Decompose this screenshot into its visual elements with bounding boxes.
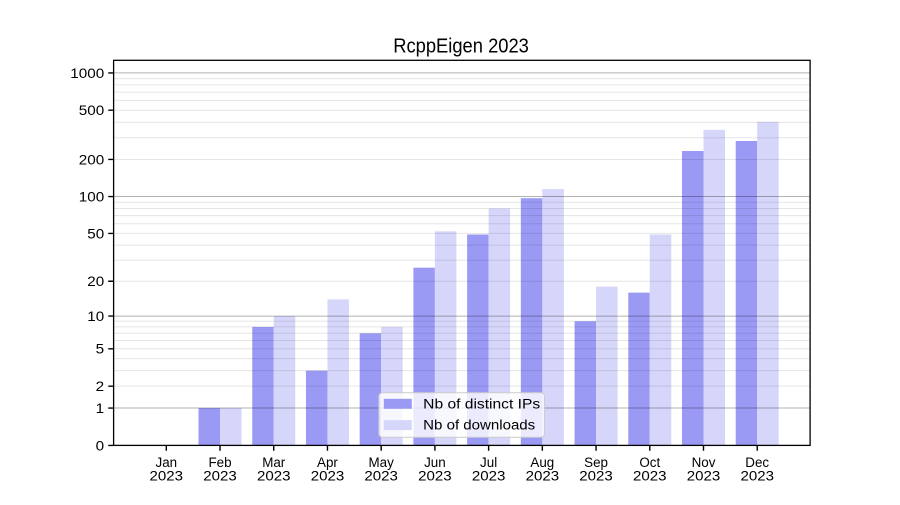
svg-text:10: 10 <box>87 309 104 324</box>
svg-text:2023: 2023 <box>257 468 291 483</box>
svg-text:Nb of distinct IPs: Nb of distinct IPs <box>423 396 540 411</box>
svg-text:2023: 2023 <box>740 468 774 483</box>
svg-text:Dec: Dec <box>745 455 769 470</box>
svg-text:2: 2 <box>96 379 105 394</box>
svg-text:2023: 2023 <box>579 468 613 483</box>
svg-text:500: 500 <box>79 103 104 118</box>
svg-text:100: 100 <box>79 189 104 204</box>
svg-text:2023: 2023 <box>150 468 184 483</box>
svg-text:May: May <box>369 455 395 470</box>
svg-text:Jan: Jan <box>156 455 178 470</box>
svg-text:Nov: Nov <box>692 455 716 470</box>
svg-text:Mar: Mar <box>262 455 286 470</box>
svg-text:RcppEigen 2023: RcppEigen 2023 <box>393 35 529 57</box>
svg-text:0: 0 <box>96 438 105 453</box>
svg-text:Oct: Oct <box>639 455 660 470</box>
svg-text:2023: 2023 <box>526 468 560 483</box>
svg-text:Apr: Apr <box>317 455 338 470</box>
svg-text:Sep: Sep <box>584 455 608 470</box>
svg-text:2023: 2023 <box>418 468 452 483</box>
svg-text:2023: 2023 <box>364 468 398 483</box>
svg-text:1: 1 <box>96 401 105 416</box>
svg-text:Jun: Jun <box>424 455 446 470</box>
svg-text:200: 200 <box>79 152 104 167</box>
svg-text:2023: 2023 <box>633 468 667 483</box>
svg-text:Aug: Aug <box>530 455 554 470</box>
svg-text:Jul: Jul <box>480 455 497 470</box>
svg-text:Feb: Feb <box>208 455 231 470</box>
svg-text:2023: 2023 <box>311 468 345 483</box>
svg-text:20: 20 <box>87 274 104 289</box>
svg-text:Nb of downloads: Nb of downloads <box>423 418 535 433</box>
svg-text:2023: 2023 <box>687 468 721 483</box>
svg-text:2023: 2023 <box>472 468 506 483</box>
svg-text:1000: 1000 <box>70 66 104 81</box>
svg-text:50: 50 <box>87 226 104 241</box>
svg-text:5: 5 <box>96 342 105 357</box>
svg-text:2023: 2023 <box>203 468 237 483</box>
